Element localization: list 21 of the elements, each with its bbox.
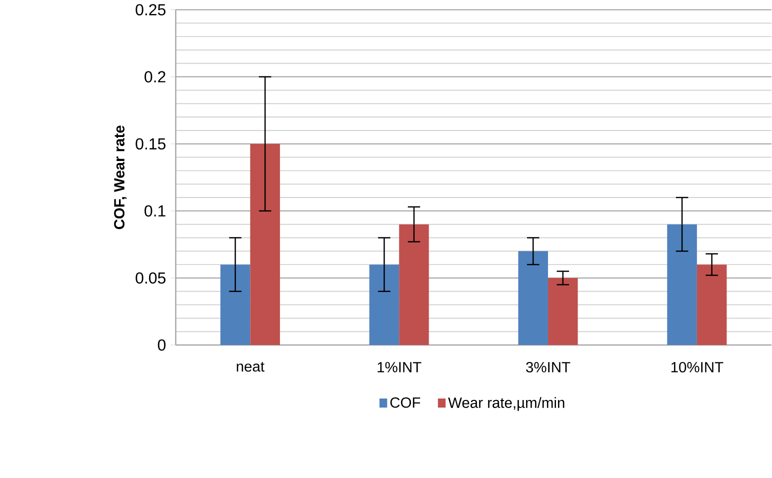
x-tick-label: 1%INT bbox=[378, 362, 422, 372]
y-tick-label: 0 bbox=[158, 339, 166, 351]
y-tick-label: 0.2 bbox=[144, 71, 166, 83]
y-tick-label: 0.25 bbox=[136, 4, 166, 16]
legend-label: COF bbox=[390, 397, 420, 408]
y-tick-label: 0.05 bbox=[136, 272, 166, 284]
bar bbox=[250, 144, 280, 346]
y-tick-label: 0.1 bbox=[144, 205, 166, 217]
x-tick-label: 10%INT bbox=[671, 362, 724, 373]
bar bbox=[399, 224, 429, 346]
legend-label: Wear rate,µm/min bbox=[448, 397, 564, 411]
bar bbox=[667, 224, 697, 346]
y-tick-label: 0.15 bbox=[136, 138, 166, 150]
bar bbox=[518, 251, 548, 346]
x-tick-label: 3%INT bbox=[526, 362, 570, 373]
x-tick-label: neat bbox=[236, 362, 264, 372]
bar bbox=[548, 278, 578, 346]
y-axis-title: COF, Wear rate bbox=[114, 126, 127, 230]
bar bbox=[220, 264, 250, 346]
bar bbox=[369, 264, 400, 346]
bar bbox=[696, 264, 727, 346]
